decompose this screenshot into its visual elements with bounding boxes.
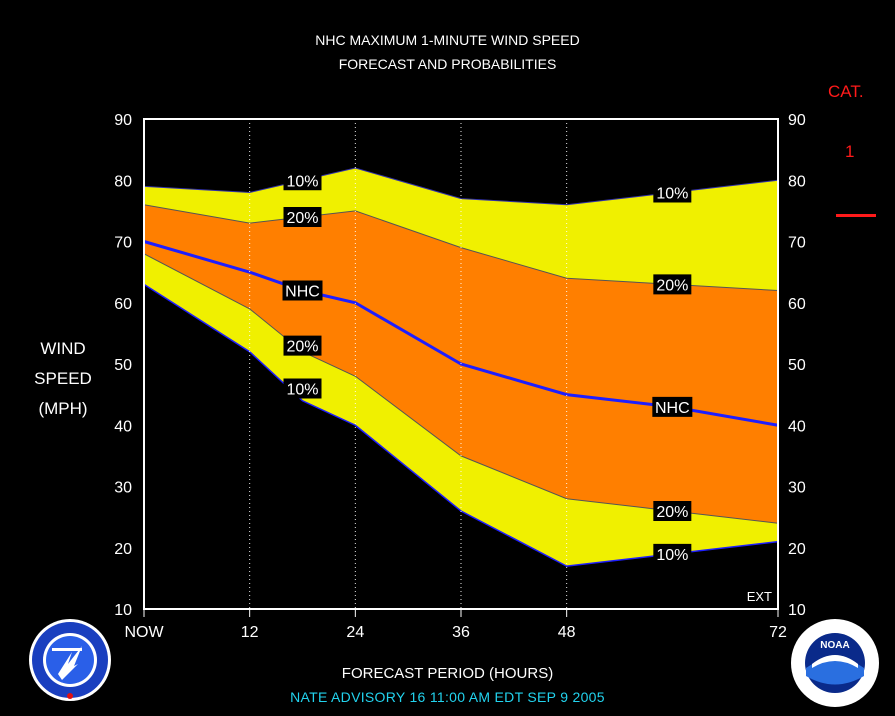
y-tick-right-80: 80 (788, 173, 806, 190)
x-tick-label-12: 12 (241, 624, 259, 641)
series-label-9: 10% (656, 547, 688, 564)
y-tick-left-90: 90 (114, 112, 132, 129)
series-label-bg-2 (282, 280, 323, 301)
nws-logo (29, 619, 111, 701)
series-label-bg-3 (283, 335, 322, 356)
series-label-7: NHC (655, 400, 690, 417)
x-tick-label-36: 36 (452, 624, 470, 641)
series-label-bg-6 (653, 274, 692, 295)
series-label-1: 20% (286, 210, 318, 227)
series-label-bg-4 (283, 378, 322, 399)
noaa-logo: NOAA (791, 619, 879, 707)
series-label-bg-5 (653, 182, 692, 203)
series-label-4: 10% (286, 382, 318, 399)
y-tick-left-70: 70 (114, 235, 132, 252)
category-indicator-line (836, 214, 876, 217)
series-label-2: NHC (285, 284, 320, 301)
ext-label: EXT (747, 589, 772, 604)
chart-title-line1: NHC MAXIMUM 1-MINUTE WIND SPEED (315, 32, 580, 48)
series-label-8: 20% (656, 504, 688, 521)
series-label-6: 20% (656, 277, 688, 294)
ylabel-line3: (MPH) (38, 399, 88, 418)
x-tick-label-72: 72 (769, 624, 787, 641)
series-label-bg-1 (283, 207, 322, 227)
ylabel-line2: SPEED (34, 369, 92, 388)
y-tick-right-30: 30 (788, 480, 806, 497)
noaa-logo-text: NOAA (820, 640, 849, 651)
ylabel-line1: WIND (40, 339, 86, 358)
chart-title-line2: FORECAST AND PROBABILITIES (338, 56, 557, 72)
y-tick-left-10: 10 (114, 602, 132, 619)
series-label-bg-7 (652, 396, 693, 417)
y-tick-left-40: 40 (114, 418, 132, 435)
y-tick-right-10: 10 (788, 602, 806, 619)
x-tick-label-0: NOW (124, 624, 164, 641)
category-value: 1 (845, 142, 855, 161)
advisory-footer: NATE ADVISORY 16 11:00 AM EDT SEP 9 2005 (290, 689, 605, 705)
y-tick-right-20: 20 (788, 541, 806, 558)
y-tick-left-60: 60 (114, 296, 132, 313)
category-label: CAT. (828, 82, 864, 101)
x-axis-label: FORECAST PERIOD (HOURS) (341, 665, 554, 682)
y-tick-left-20: 20 (114, 541, 132, 558)
series-label-bg-0 (283, 170, 322, 191)
y-tick-right-60: 60 (788, 296, 806, 313)
y-tick-left-80: 80 (114, 173, 132, 190)
series-label-bg-8 (653, 501, 692, 521)
y-tick-right-70: 70 (788, 235, 806, 252)
x-tick-label-48: 48 (558, 624, 576, 641)
y-tick-left-30: 30 (114, 480, 132, 497)
y-tick-left-50: 50 (114, 357, 132, 374)
series-label-3: 20% (286, 339, 318, 356)
y-tick-right-50: 50 (788, 357, 806, 374)
y-tick-right-40: 40 (788, 418, 806, 435)
series-label-bg-9 (653, 543, 692, 564)
series-label-5: 10% (656, 186, 688, 203)
x-tick-label-24: 24 (346, 624, 364, 641)
series-label-0: 10% (286, 173, 318, 190)
y-tick-right-90: 90 (788, 112, 806, 129)
